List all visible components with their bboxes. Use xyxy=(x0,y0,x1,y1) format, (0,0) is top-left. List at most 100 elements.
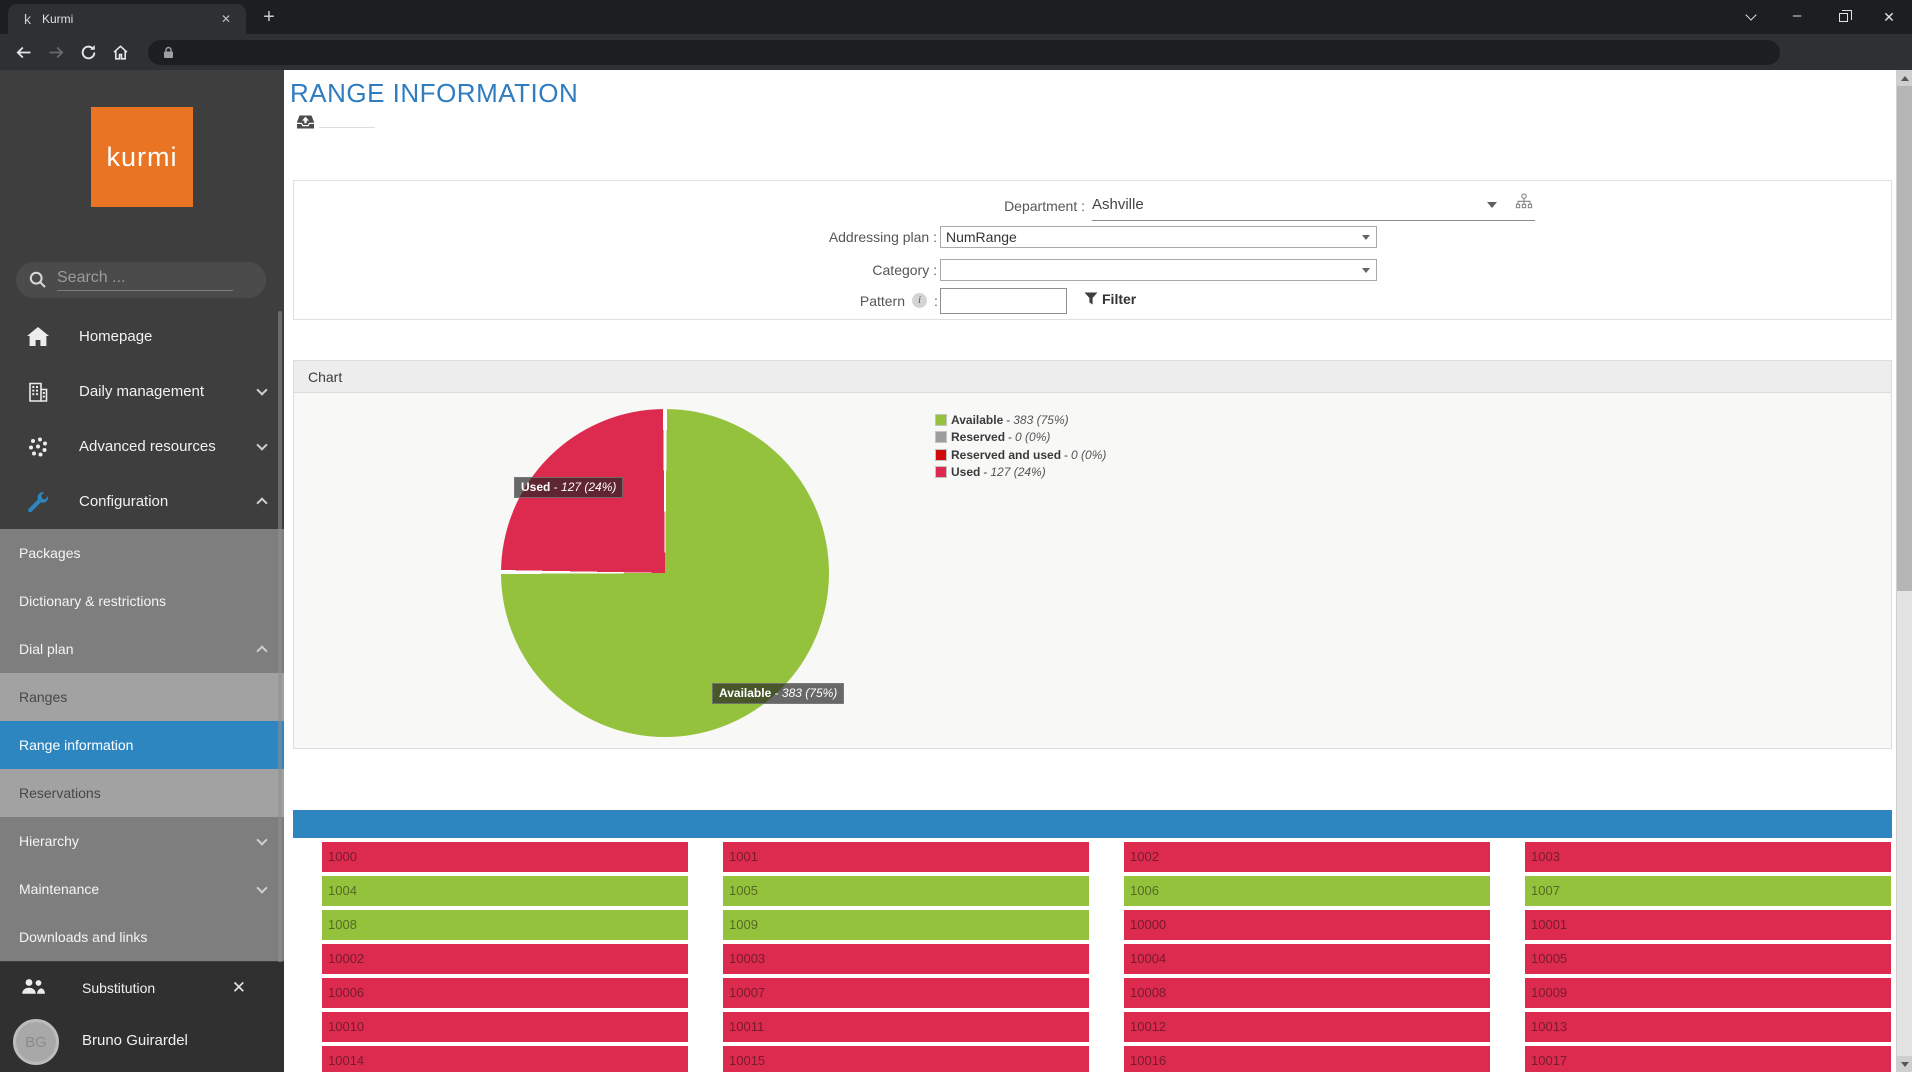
restore-button[interactable] xyxy=(1820,0,1866,34)
department-value[interactable]: Ashville xyxy=(1092,196,1144,213)
substitution-close-icon[interactable]: ✕ xyxy=(232,978,246,998)
range-cell-10007[interactable]: 10007 xyxy=(723,978,1089,1008)
export-icon xyxy=(296,114,315,130)
range-cell-1000[interactable]: 1000 xyxy=(322,842,688,872)
range-cell-1004[interactable]: 1004 xyxy=(322,876,688,906)
range-cell-10015[interactable]: 10015 xyxy=(723,1046,1089,1072)
range-cell-1002[interactable]: 1002 xyxy=(1124,842,1490,872)
range-cell-1009[interactable]: 1009 xyxy=(723,910,1089,940)
sidebar-search[interactable] xyxy=(16,262,266,298)
back-button[interactable] xyxy=(14,43,32,61)
range-cell-1006[interactable]: 1006 xyxy=(1124,876,1490,906)
search-icon xyxy=(28,270,48,290)
department-caret-icon[interactable] xyxy=(1487,202,1497,208)
range-cell-10006[interactable]: 10006 xyxy=(322,978,688,1008)
sidebar-item-daily-management[interactable]: Daily management xyxy=(0,364,284,419)
reload-button[interactable] xyxy=(79,43,97,61)
tab-close-icon[interactable]: ✕ xyxy=(216,10,236,28)
legend-separator: - xyxy=(983,465,987,479)
legend-swatch xyxy=(935,449,947,461)
department-underline xyxy=(1092,220,1535,221)
browser-tab[interactable]: k Kurmi ✕ xyxy=(8,4,246,34)
range-cell-10004[interactable]: 10004 xyxy=(1124,944,1490,974)
sidebar-item-range-information[interactable]: Range information xyxy=(0,721,284,769)
scroll-down-button[interactable] xyxy=(1897,1056,1912,1072)
legend-item[interactable]: Used-127 (24%) xyxy=(935,466,1106,479)
range-cell-10010[interactable]: 10010 xyxy=(322,1012,688,1042)
sidebar-item-label: Dictionary & restrictions xyxy=(19,593,166,609)
range-cell-10000[interactable]: 10000 xyxy=(1124,910,1490,940)
building-icon xyxy=(24,382,52,402)
legend-item[interactable]: Reserved-0 (0%) xyxy=(935,431,1106,444)
scroll-up-button[interactable] xyxy=(1897,70,1912,86)
range-cell-10014[interactable]: 10014 xyxy=(322,1046,688,1072)
page-scrollbar[interactable] xyxy=(1896,70,1912,1072)
sidebar-item-downloads-and-links[interactable]: Downloads and links xyxy=(0,913,284,961)
chevron-down-icon xyxy=(1745,9,1756,20)
pie-label-used: Used - 127 (24%) xyxy=(514,477,623,498)
sidebar-item-homepage[interactable]: Homepage xyxy=(0,309,284,364)
legend-item[interactable]: Available-383 (75%) xyxy=(935,413,1106,426)
home-button[interactable] xyxy=(111,43,129,61)
hierarchy-picker-button[interactable] xyxy=(1515,193,1533,215)
chevron-down-icon xyxy=(256,834,267,845)
range-cell-1001[interactable]: 1001 xyxy=(723,842,1089,872)
window-controls: – ✕ xyxy=(1728,0,1912,34)
sidebar-item-reservations[interactable]: Reservations xyxy=(0,769,284,817)
range-cell-10001[interactable]: 10001 xyxy=(1525,910,1891,940)
tab-search-button[interactable] xyxy=(1728,0,1774,34)
minimize-button[interactable]: – xyxy=(1774,0,1820,32)
range-section-header[interactable] xyxy=(293,810,1892,838)
range-cell-10011[interactable]: 10011 xyxy=(723,1012,1089,1042)
range-cell-10002[interactable]: 10002 xyxy=(322,944,688,974)
filter-button[interactable]: Filter xyxy=(1084,291,1136,307)
forward-button[interactable] xyxy=(47,43,65,61)
user-row[interactable]: BG Bruno Guirardel xyxy=(0,1014,284,1072)
legend-value: 0 (0%) xyxy=(1015,430,1050,444)
kurmi-logo[interactable]: kurmi xyxy=(91,107,193,207)
chevron-down-icon xyxy=(256,384,267,395)
range-cell-1007[interactable]: 1007 xyxy=(1525,876,1891,906)
info-icon[interactable]: i xyxy=(912,293,927,308)
sidebar-item-configuration[interactable]: Configuration xyxy=(0,474,284,529)
substitution-label: Substitution xyxy=(82,980,155,996)
pattern-input[interactable] xyxy=(940,288,1067,314)
addressing-plan-select[interactable]: NumRange xyxy=(940,226,1377,248)
sidebar-item-advanced-resources[interactable]: Advanced resources xyxy=(0,419,284,474)
chevron-up-icon xyxy=(256,497,267,508)
legend-item[interactable]: Reserved and used-0 (0%) xyxy=(935,448,1106,461)
browser-chrome: k Kurmi ✕ + – ✕ xyxy=(0,0,1912,70)
sidebar-item-hierarchy[interactable]: Hierarchy xyxy=(0,817,284,865)
range-cell-10016[interactable]: 10016 xyxy=(1124,1046,1490,1072)
range-cell-10013[interactable]: 10013 xyxy=(1525,1012,1891,1042)
category-select[interactable] xyxy=(940,259,1377,281)
sidebar-item-dial-plan[interactable]: Dial plan xyxy=(0,625,284,673)
range-cell-1003[interactable]: 1003 xyxy=(1525,842,1891,872)
sidebar-item-dictionary-restrictions[interactable]: Dictionary & restrictions xyxy=(0,577,284,625)
sidebar-item-ranges[interactable]: Ranges xyxy=(0,673,284,721)
range-cell-1008[interactable]: 1008 xyxy=(322,910,688,940)
address-bar[interactable] xyxy=(148,40,1780,65)
reload-icon xyxy=(80,44,97,61)
sidebar-item-label: Range information xyxy=(19,737,133,753)
sidebar-item-packages[interactable]: Packages xyxy=(0,529,284,577)
scrollbar-thumb[interactable] xyxy=(1897,86,1912,591)
range-cell-10008[interactable]: 10008 xyxy=(1124,978,1490,1008)
range-cell-10005[interactable]: 10005 xyxy=(1525,944,1891,974)
range-cell-10012[interactable]: 10012 xyxy=(1124,1012,1490,1042)
sidebar-item-maintenance[interactable]: Maintenance xyxy=(0,865,284,913)
range-cell-10003[interactable]: 10003 xyxy=(723,944,1089,974)
triangle-down-icon xyxy=(1901,1062,1909,1067)
legend-value: 383 (75%) xyxy=(1013,413,1068,427)
kurmi-favicon-icon: k xyxy=(24,11,31,27)
sidebar-item-label: Dial plan xyxy=(19,641,73,657)
new-tab-button[interactable]: + xyxy=(256,5,282,31)
range-cell-10017[interactable]: 10017 xyxy=(1525,1046,1891,1072)
close-window-button[interactable]: ✕ xyxy=(1866,0,1912,34)
export-button[interactable] xyxy=(296,114,315,135)
range-cell-10009[interactable]: 10009 xyxy=(1525,978,1891,1008)
sidebar-scrollbar-thumb[interactable] xyxy=(278,311,282,963)
filter-panel: Department : Ashville Addressing plan : xyxy=(293,180,1892,320)
range-cell-1005[interactable]: 1005 xyxy=(723,876,1089,906)
search-input[interactable] xyxy=(57,269,233,291)
